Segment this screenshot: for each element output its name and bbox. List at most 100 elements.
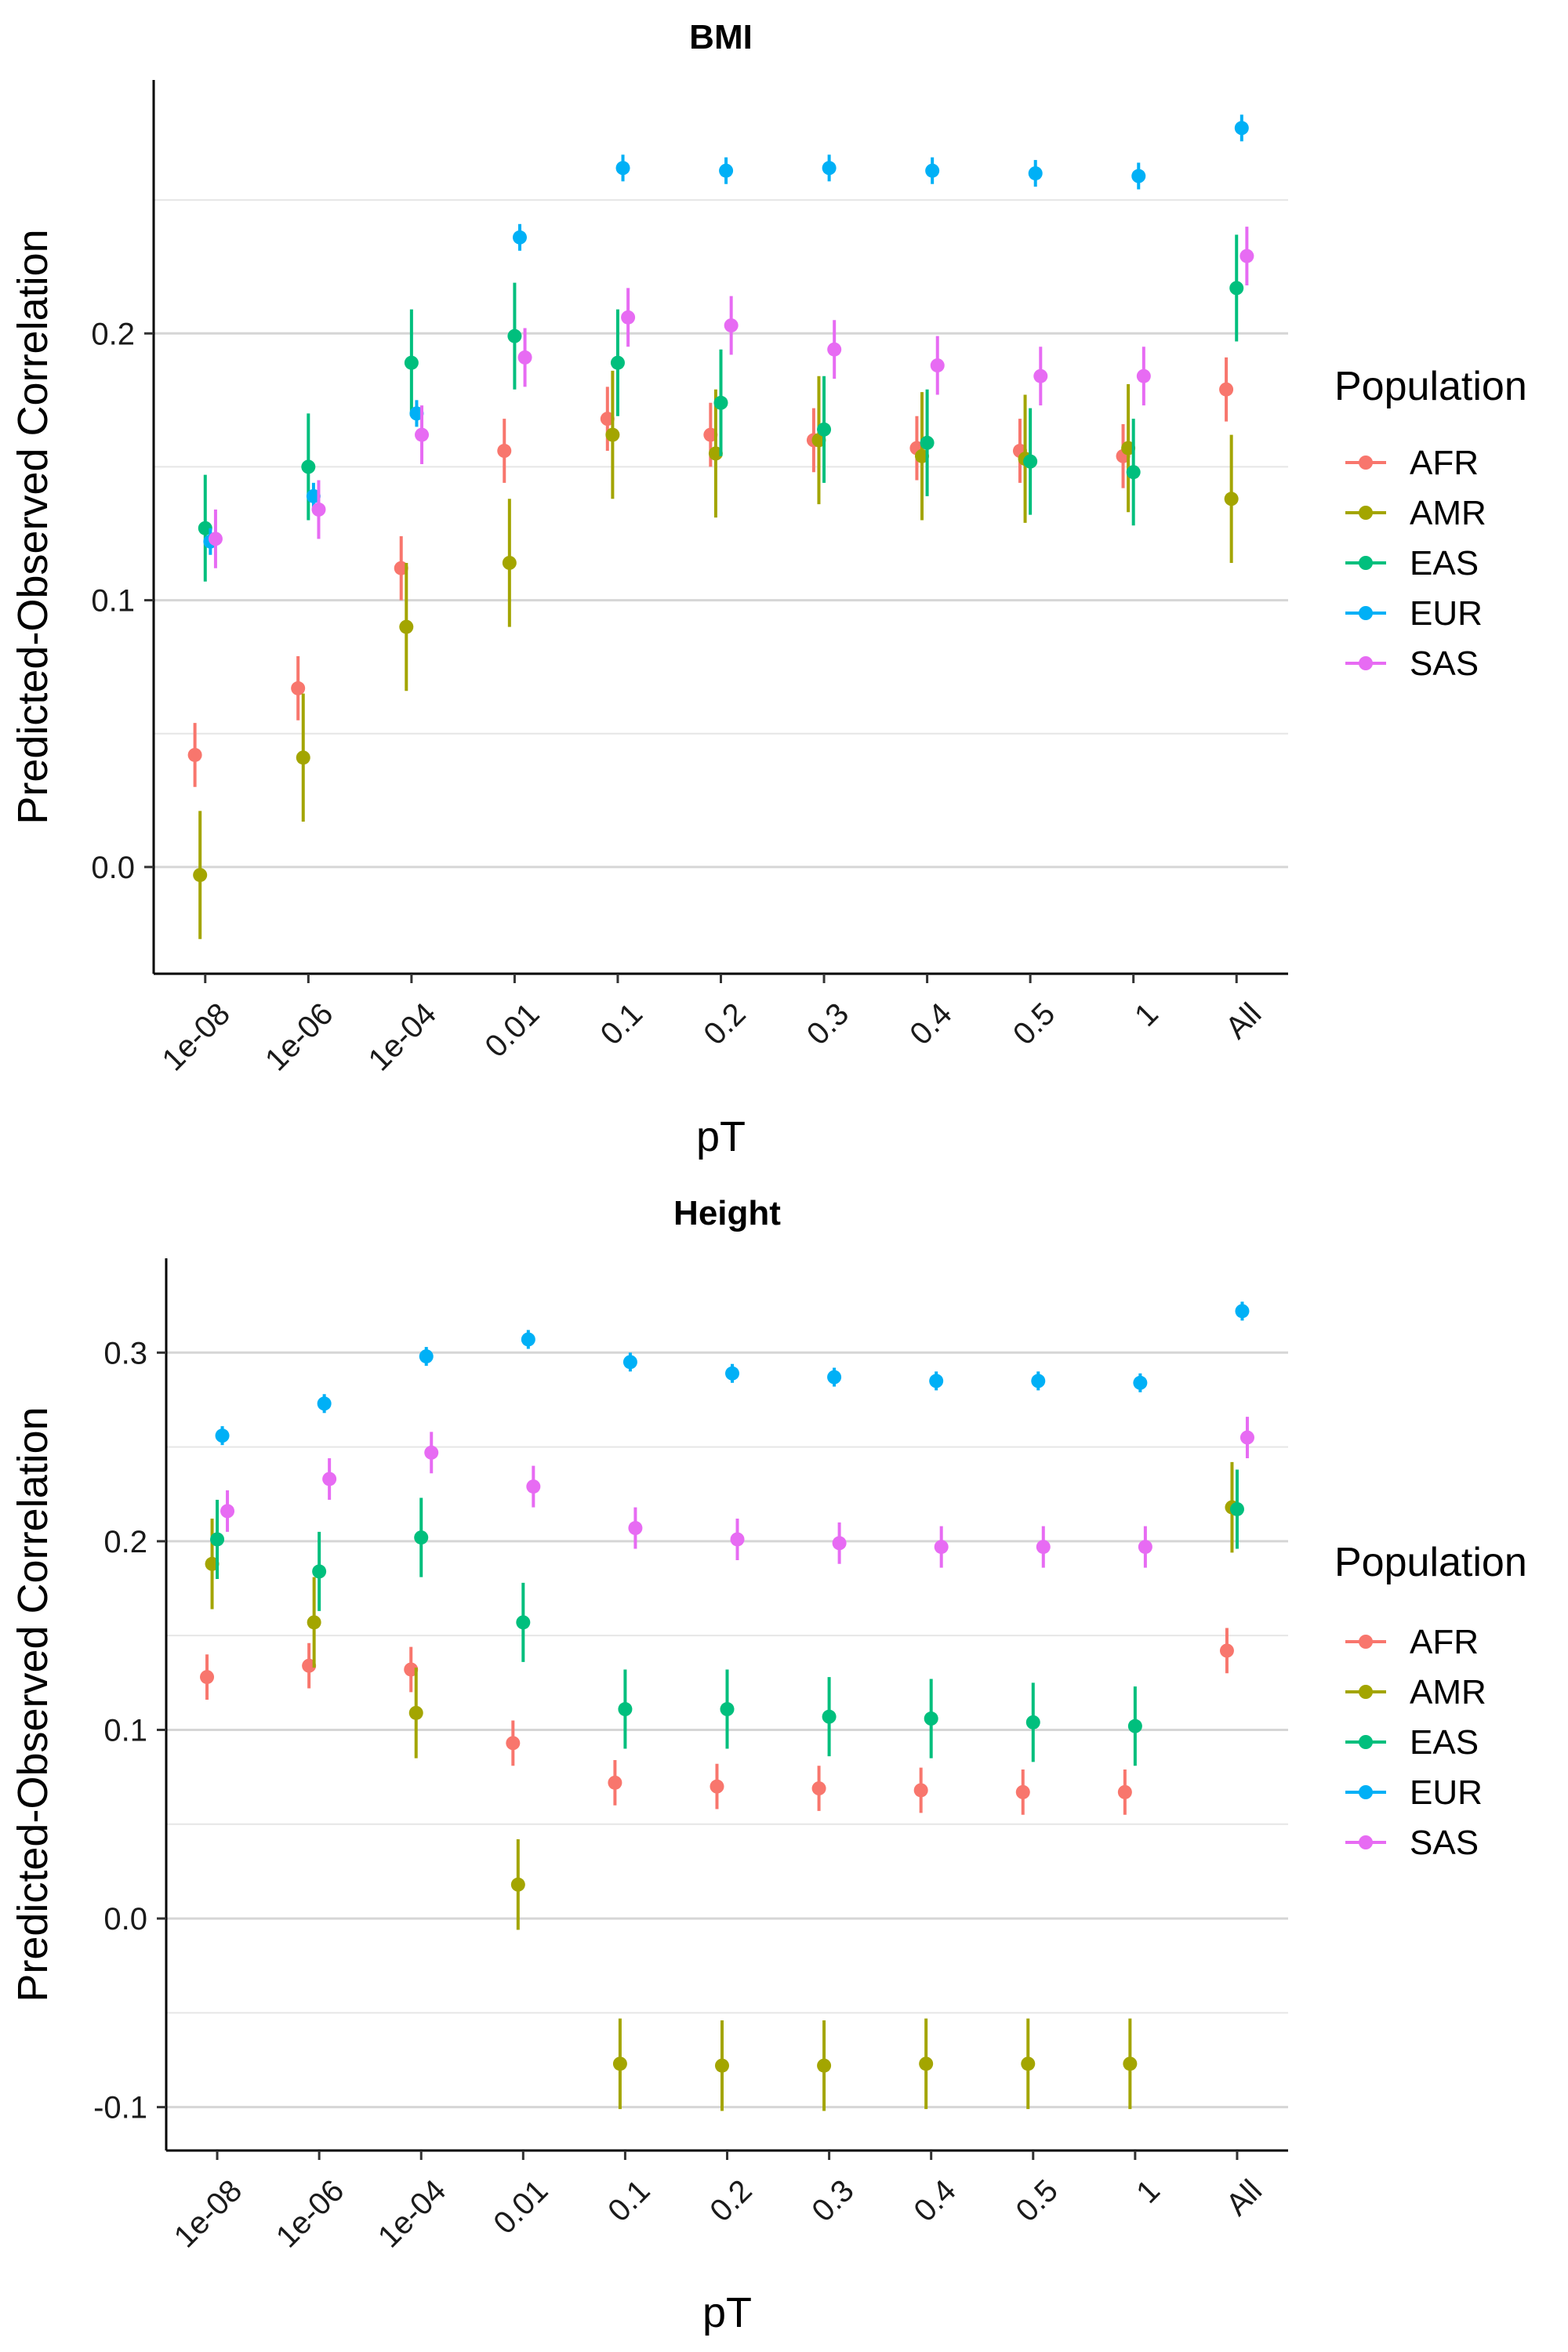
data-point (621, 310, 636, 325)
x-tick-label: 0.4 (903, 996, 958, 1051)
series-eur (215, 1301, 1250, 1446)
data-point (1023, 454, 1038, 469)
data-point (919, 2056, 934, 2071)
data-point (200, 1670, 215, 1685)
y-axis-title: Predicted-Observed Correlation (9, 1406, 56, 2002)
data-point (507, 328, 522, 343)
data-point (703, 427, 718, 442)
y-tick-label: 0.0 (103, 1902, 147, 1936)
bmi-panel: BMI 0.0 0.1 0.2 1e-08 1e-06 1e-04 0.01 0.1 0.2 0.3… (9, 18, 1527, 1160)
data-point (1036, 1540, 1051, 1555)
data-point (502, 555, 517, 570)
data-point (404, 1662, 419, 1677)
x-tick-label: 1 (1130, 2173, 1167, 2210)
data-point (516, 1615, 531, 1630)
data-point (187, 747, 202, 762)
data-point (713, 395, 728, 410)
data-point (817, 2058, 832, 2073)
x-tick-label: 0.2 (697, 996, 752, 1051)
x-tick-label: 0.4 (907, 2173, 962, 2228)
data-point (608, 1775, 622, 1790)
x-tick-label: 1e-08 (168, 2173, 249, 2254)
legend-key-point (1359, 1685, 1373, 1699)
data-point (394, 561, 408, 575)
data-point (419, 1349, 434, 1364)
data-point (920, 435, 935, 450)
data-point (610, 355, 625, 370)
data-point (1126, 465, 1141, 480)
x-tick-label: All (1219, 996, 1269, 1046)
legend-key-point (1359, 606, 1373, 620)
x-tick-label: All (1220, 2173, 1269, 2223)
data-point (1021, 2056, 1036, 2071)
legend-label-amr: AMR (1410, 1673, 1486, 1711)
data-point (291, 681, 306, 695)
chart-title: Height (673, 1194, 781, 1232)
data-point (605, 427, 620, 442)
data-point (811, 433, 826, 448)
x-axis-title: pT (696, 1113, 746, 1160)
data-point (302, 1658, 317, 1673)
data-point (526, 1479, 541, 1494)
legend-title: Population (1334, 1540, 1527, 1585)
data-point (306, 488, 321, 503)
legend-key-point (1359, 1735, 1373, 1749)
data-point (827, 342, 842, 357)
data-point (1229, 281, 1244, 296)
data-point (1138, 1540, 1152, 1555)
y-tick-label: 0.1 (91, 584, 135, 619)
legend-label-eas: EAS (1410, 1723, 1479, 1762)
data-point (1136, 368, 1151, 383)
legend-label-eas: EAS (1410, 544, 1479, 583)
data-point (832, 1536, 847, 1551)
data-point (1123, 2056, 1138, 2071)
legend-label-afr: AFR (1410, 444, 1479, 482)
data-point (1219, 1643, 1234, 1658)
data-point (925, 163, 940, 178)
data-point (934, 1540, 949, 1555)
data-point (1240, 1430, 1254, 1445)
x-tick-label: 0.2 (703, 2173, 758, 2228)
legend-label-sas: SAS (1410, 644, 1479, 683)
series-sas (220, 1417, 1254, 1568)
x-tick-label: 0.3 (805, 2173, 860, 2228)
data-point (205, 1556, 220, 1571)
data-point (708, 446, 723, 461)
y-tick-label: 0.2 (91, 317, 135, 351)
legend-label-afr: AFR (1410, 1623, 1479, 1661)
data-point (497, 444, 512, 459)
data-point (424, 1445, 439, 1460)
data-point (822, 161, 837, 176)
data-point (404, 355, 419, 370)
x-tick-label: 0.01 (487, 2173, 554, 2241)
data-point (710, 1779, 724, 1794)
x-tick-label: 0.1 (594, 996, 649, 1051)
data-point (924, 1711, 938, 1726)
data-point (409, 406, 424, 421)
data-point (301, 459, 316, 474)
x-tick-label: 1e-04 (372, 2173, 452, 2254)
data-point (1117, 1784, 1132, 1799)
data-point (827, 1370, 842, 1385)
x-tick-label: 1e-04 (362, 996, 443, 1077)
data-point (1033, 368, 1048, 383)
data-point (822, 1709, 837, 1724)
data-point (913, 1783, 928, 1798)
data-point (322, 1472, 337, 1486)
y-axis-title: Predicted-Observed Correlation (9, 229, 56, 824)
data-point (215, 1428, 230, 1443)
data-point (622, 1355, 637, 1370)
legend-label-eur: EUR (1410, 594, 1483, 633)
data-point (1240, 249, 1254, 263)
data-point (1235, 1304, 1250, 1319)
series-eas (210, 1469, 1244, 1766)
legend-key-point (1359, 1785, 1373, 1799)
series-afr (187, 357, 1234, 787)
legend-title: Population (1334, 364, 1527, 409)
data-point (220, 1504, 235, 1519)
data-point (628, 1521, 643, 1536)
data-point (1234, 121, 1249, 136)
data-point (208, 532, 223, 546)
x-tick-label: 1e-06 (270, 2173, 350, 2254)
